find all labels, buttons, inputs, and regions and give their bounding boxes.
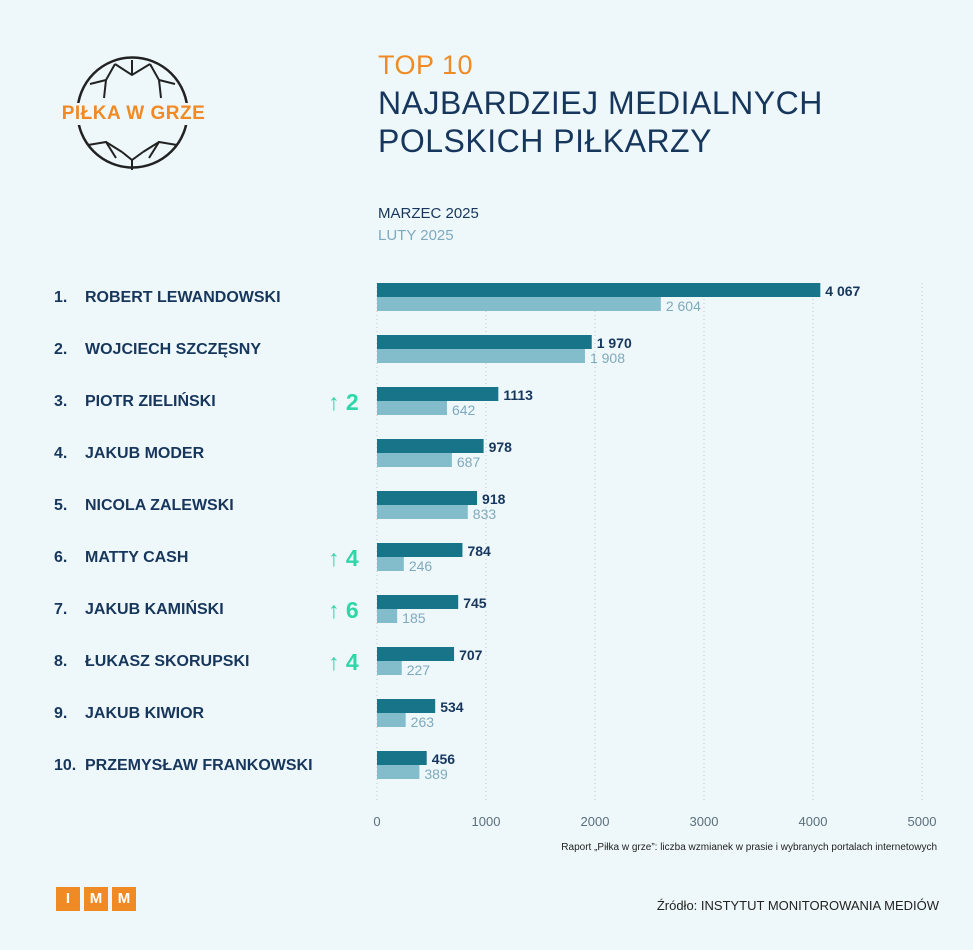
rank-number: 8. (54, 653, 67, 670)
bar-chart: 0 1000 2000 3000 4000 5000 1. ROBERT LEWANDOWSK… (54, 283, 937, 829)
player-name: NICOLA ZALEWSKI (85, 497, 234, 514)
bar-previous (377, 713, 406, 727)
bar-previous (377, 505, 468, 519)
bar-current (377, 751, 427, 765)
title-top: TOP 10 (378, 50, 474, 80)
x-tick-label: 1000 (472, 814, 501, 829)
value-label-previous: 642 (452, 402, 476, 418)
player-name: JAKUB KIWIOR (85, 705, 205, 722)
title-line-1: NAJBARDZIEJ MEDIALNYCH (378, 85, 823, 121)
rank-number: 9. (54, 705, 67, 722)
rank-number: 4. (54, 445, 67, 462)
rank-number: 5. (54, 497, 67, 514)
player-name: PRZEMYSŁAW FRANKOWSKI (85, 757, 313, 774)
x-tick-label: 5000 (908, 814, 937, 829)
bar-current (377, 335, 592, 349)
rank-change-up: ↑ 2 (328, 389, 359, 415)
value-label-previous: 246 (409, 558, 433, 574)
bar-current (377, 491, 478, 505)
bar-current (377, 647, 455, 661)
value-label-current: 534 (440, 699, 464, 715)
value-label-current: 784 (467, 543, 491, 559)
rank-change-up: ↑ 6 (328, 597, 359, 623)
value-label-previous: 1 908 (590, 350, 625, 366)
value-label-current: 978 (489, 439, 513, 455)
bar-previous (377, 297, 661, 311)
player-name: ROBERT LEWANDOWSKI (85, 289, 281, 306)
player-name: ŁUKASZ SKORUPSKI (85, 653, 249, 670)
imm-letter-1: I (56, 887, 80, 911)
imm-letter-2: M (84, 887, 108, 911)
bar-previous (377, 349, 585, 363)
rank-number: 2. (54, 341, 67, 358)
x-tick-label: 3000 (690, 814, 719, 829)
legend-current: MARZEC 2025 (378, 205, 479, 222)
x-tick-label: 2000 (581, 814, 610, 829)
value-label-previous: 2 604 (666, 298, 701, 314)
bar-current (377, 543, 463, 557)
title-line-2: POLSKICH PIŁKARZY (378, 123, 712, 159)
rank-number: 7. (54, 601, 67, 618)
value-label-previous: 833 (473, 506, 497, 522)
imm-letter-3: M (112, 887, 136, 911)
value-label-current: 456 (432, 751, 456, 767)
value-label-previous: 263 (411, 714, 435, 730)
bar-previous (377, 661, 402, 675)
bar-current (377, 439, 484, 453)
bar-previous (377, 453, 452, 467)
player-name: WOJCIECH SZCZĘSNY (85, 341, 261, 358)
rank-number: 1. (54, 289, 67, 306)
value-label-previous: 389 (424, 766, 448, 782)
bar-previous (377, 557, 404, 571)
report-note: Raport „Piłka w grze”: liczba wzmianek w… (561, 842, 937, 853)
rank-number: 3. (54, 393, 67, 410)
x-tick-label: 4000 (799, 814, 828, 829)
bar-current (377, 595, 459, 609)
player-name: PIOTR ZIELIŃSKI (85, 391, 216, 410)
rank-number: 6. (54, 549, 67, 566)
rank-number: 10. (54, 757, 76, 774)
rank-change-up: ↑ 4 (328, 545, 359, 571)
legend-previous: LUTY 2025 (378, 227, 454, 244)
x-tick-label: 0 (373, 814, 380, 829)
player-name: JAKUB KAMIŃSKI (85, 599, 224, 618)
value-label-previous: 227 (407, 662, 431, 678)
source-credit: Źródło: INSTYTUT MONITOROWANIA MEDIÓW (656, 898, 939, 913)
imm-logo: I M M (56, 887, 136, 911)
value-label-current: 745 (463, 595, 487, 611)
value-label-current: 707 (459, 647, 483, 663)
player-name: MATTY CASH (85, 549, 188, 566)
logo-text: PIŁKA W GRZE (56, 103, 211, 125)
bar-previous (377, 765, 420, 779)
rank-change-up: ↑ 4 (328, 649, 359, 675)
page-title: NAJBARDZIEJ MEDIALNYCH POLSKICH PIŁKARZY (378, 84, 823, 160)
bar-current (377, 283, 821, 297)
value-label-current: 1 970 (597, 335, 632, 351)
value-label-previous: 185 (402, 610, 426, 626)
bar-previous (377, 609, 398, 623)
bar-previous (377, 401, 447, 415)
value-label-current: 4 067 (825, 283, 860, 299)
value-label-previous: 687 (457, 454, 481, 470)
bar-current (377, 387, 499, 401)
value-label-current: 1113 (503, 387, 533, 403)
bar-current (377, 699, 436, 713)
player-name: JAKUB MODER (85, 445, 205, 462)
value-label-current: 918 (482, 491, 506, 507)
